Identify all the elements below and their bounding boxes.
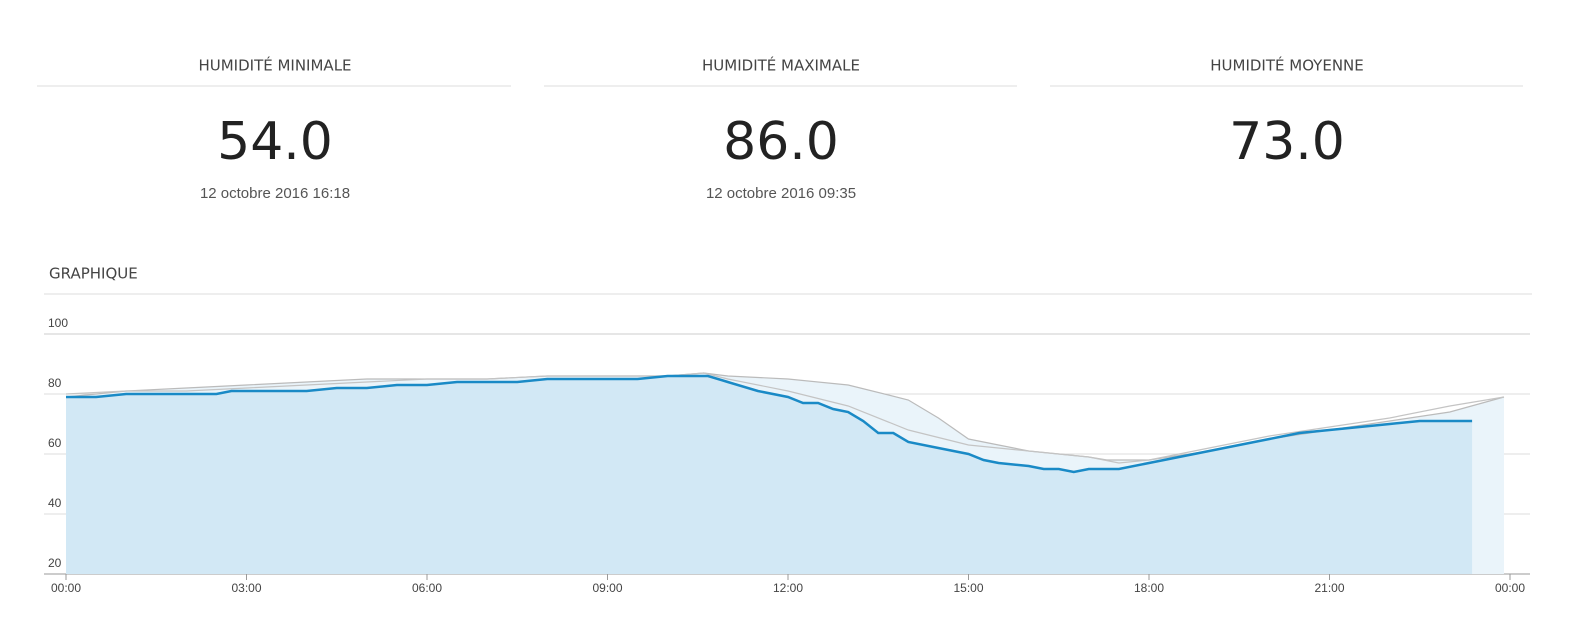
stat-value: 86.0: [723, 112, 839, 172]
x-tick-label: 18:00: [1134, 581, 1164, 595]
chart: 20 40 60 80 100 00:00 03:00 06:00 09:00 12:00 15:0…: [44, 316, 1530, 595]
stat-value: 54.0: [217, 112, 333, 172]
stat-date: 12 octobre 2016 16:18: [200, 185, 350, 202]
x-tick-label: 12:00: [773, 581, 803, 595]
x-tick-label: 00:00: [1495, 581, 1525, 595]
stat-title: HUMIDITÉ MOYENNE: [1210, 56, 1364, 75]
x-tick-label: 09:00: [592, 581, 622, 595]
y-tick-label: 100: [48, 316, 68, 330]
x-tick-label: 06:00: [412, 581, 442, 595]
line: [65, 372, 1505, 464]
y-tick-label: 40: [48, 496, 62, 510]
x-tick-label: 00:00: [51, 581, 81, 595]
y-tick-label: 60: [48, 436, 62, 450]
y-tick-label: 20: [48, 556, 62, 570]
stat-date: 12 octobre 2016 09:35: [706, 185, 856, 202]
y-tick-label: 80: [48, 376, 62, 390]
x-tick-label: 03:00: [231, 581, 261, 595]
area: [66, 376, 1473, 574]
stats: HUMIDITÉ MINIMALE 54.0 12 octobre 2016 1…: [37, 56, 1523, 202]
stat-value: 73.0: [1229, 112, 1345, 172]
section-title: GRAPHIQUE: [49, 265, 138, 283]
x-tick-label: 15:00: [953, 581, 983, 595]
stat-title: HUMIDITÉ MINIMALE: [198, 56, 351, 75]
line: [66, 374, 1473, 474]
stat-title: HUMIDITÉ MAXIMALE: [702, 56, 860, 75]
x-tick-label: 21:00: [1314, 581, 1344, 595]
